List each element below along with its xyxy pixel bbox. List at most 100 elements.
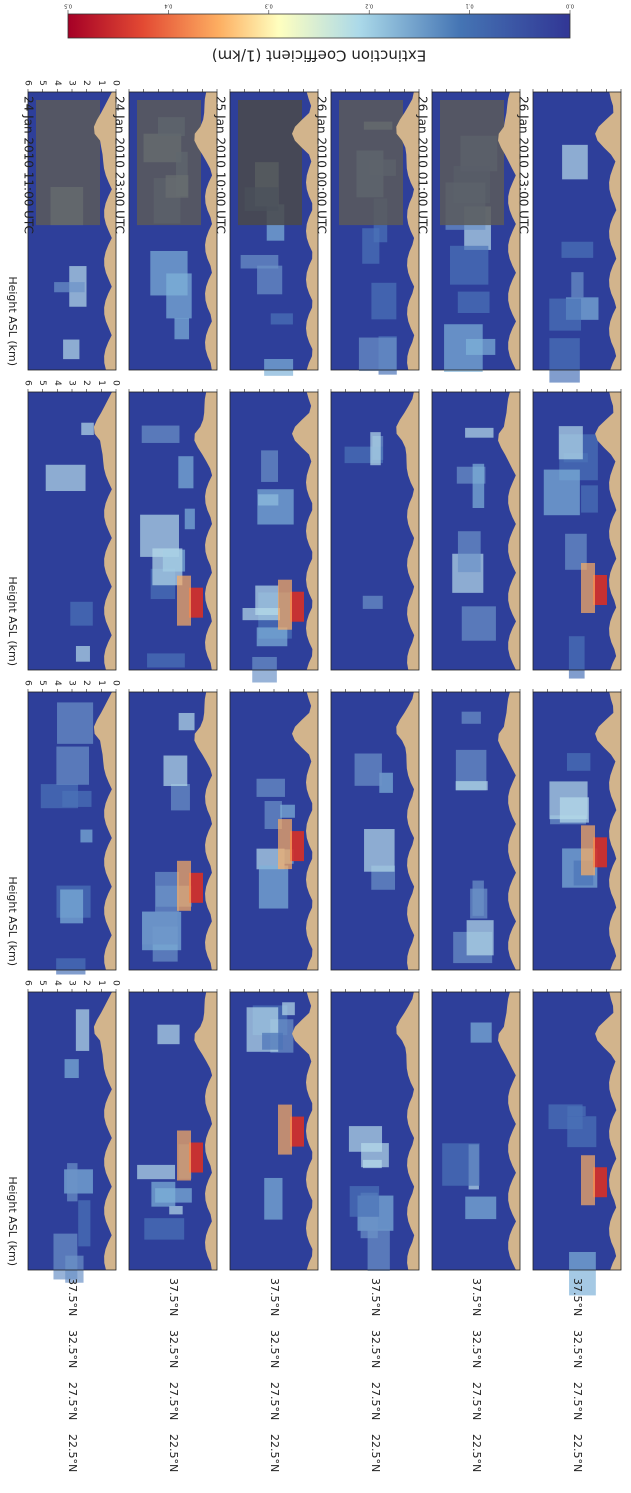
plume-high — [593, 1167, 607, 1197]
panel — [230, 92, 318, 376]
colorbar-tick-label: 0.2 — [365, 3, 373, 9]
column-title: 26 Jan 2010 23:00 UTC — [517, 96, 531, 234]
plume — [569, 636, 585, 678]
latitude-tick-label: 27.5°N — [66, 1382, 79, 1420]
cloud-mask — [339, 100, 403, 225]
height-tick-label: 5 — [37, 380, 47, 386]
plume — [56, 747, 89, 785]
panel — [533, 92, 621, 383]
panel — [432, 692, 520, 970]
cloud-mask — [36, 100, 100, 225]
plume — [142, 426, 180, 443]
plume — [166, 273, 191, 318]
column-title: 26 Jan 2010 01:00 UTC — [416, 96, 430, 234]
plume — [458, 531, 481, 572]
plume — [466, 339, 495, 355]
plume — [261, 450, 278, 482]
plume — [363, 596, 383, 609]
plume — [65, 1059, 79, 1078]
column-title: 25 Jan 2010 10:00 UTC — [214, 96, 228, 234]
height-tick-label: 5 — [37, 980, 47, 986]
height-axis-label: Height ASL (km) — [6, 576, 19, 666]
panel — [432, 392, 520, 670]
height-tick-label: 5 — [37, 680, 47, 686]
panel — [230, 992, 318, 1270]
cloud-mask — [137, 100, 201, 225]
plume-mid — [177, 576, 191, 626]
plume-mid — [278, 1105, 292, 1155]
plume — [78, 1200, 90, 1246]
height-tick-label: 2 — [81, 380, 91, 386]
plume-high — [189, 1143, 203, 1173]
height-tick-label: 6 — [23, 380, 33, 386]
plume-mid — [581, 825, 595, 875]
height-tick-label: 4 — [52, 380, 62, 386]
plume — [462, 712, 481, 724]
plume — [80, 830, 92, 843]
panel — [129, 692, 217, 970]
height-tick-label: 0 — [111, 680, 121, 686]
height-tick-label: 1 — [96, 380, 106, 386]
colorbar-tick-label: 0.1 — [466, 3, 474, 9]
plume — [450, 246, 488, 285]
plume — [359, 338, 397, 371]
panel — [230, 392, 318, 682]
panel — [129, 392, 217, 670]
plume — [259, 866, 288, 909]
height-tick-label: 4 — [52, 680, 62, 686]
height-axis-label: Height ASL (km) — [6, 276, 19, 366]
figure: Extinction Coefficient (1/km) 0.50.40.30… — [0, 0, 631, 1493]
latitude-tick-label: 32.5°N — [268, 1330, 281, 1368]
plume — [57, 702, 93, 743]
latitude-tick-label: 32.5°N — [571, 1330, 584, 1368]
plume — [561, 242, 593, 258]
plume — [264, 359, 293, 376]
latitude-tick-label: 22.5°N — [470, 1434, 483, 1472]
plume — [41, 784, 78, 808]
colorbar-tick-label: 0.3 — [265, 3, 273, 9]
plume-mid — [177, 861, 191, 911]
panel — [331, 992, 419, 1271]
plume — [370, 432, 380, 465]
plume — [185, 509, 195, 530]
plume — [70, 602, 92, 626]
latitude-tick-label: 37.5°N — [66, 1278, 79, 1316]
plume — [467, 920, 494, 955]
height-tick-label: 2 — [81, 80, 91, 86]
plume — [465, 1197, 496, 1220]
panel — [533, 692, 621, 970]
plume — [280, 805, 295, 818]
latitude-tick-label: 37.5°N — [369, 1278, 382, 1316]
height-tick-label: 0 — [111, 380, 121, 386]
cloud-mask — [440, 100, 504, 225]
plume-mid — [581, 563, 595, 613]
plume — [151, 1182, 175, 1207]
plume-high — [593, 837, 607, 867]
plume — [567, 753, 590, 771]
latitude-tick-label: 27.5°N — [167, 1382, 180, 1420]
plume — [257, 627, 288, 646]
panel — [129, 92, 217, 370]
latitude-tick-label: 22.5°N — [268, 1434, 281, 1472]
latitude-tick-label: 37.5°N — [571, 1278, 584, 1316]
plume — [241, 255, 279, 269]
panel — [28, 692, 116, 975]
latitude-tick-label: 27.5°N — [369, 1382, 382, 1420]
plume — [465, 428, 493, 438]
plume — [76, 646, 90, 662]
panel — [28, 92, 116, 370]
plume — [567, 1116, 596, 1147]
plume — [349, 1126, 382, 1152]
plume — [179, 713, 195, 730]
plume-mid — [177, 1131, 191, 1181]
plume — [60, 889, 83, 923]
latitude-tick-label: 22.5°N — [167, 1434, 180, 1472]
plume — [442, 1143, 479, 1185]
height-tick-label: 2 — [81, 680, 91, 686]
plume — [364, 829, 395, 872]
height-tick-label: 3 — [67, 380, 77, 386]
height-tick-label: 6 — [23, 980, 33, 986]
plume — [473, 464, 485, 508]
column-title: 24 Jan 2010 11:00 UTC — [22, 96, 36, 234]
plume — [560, 797, 589, 822]
